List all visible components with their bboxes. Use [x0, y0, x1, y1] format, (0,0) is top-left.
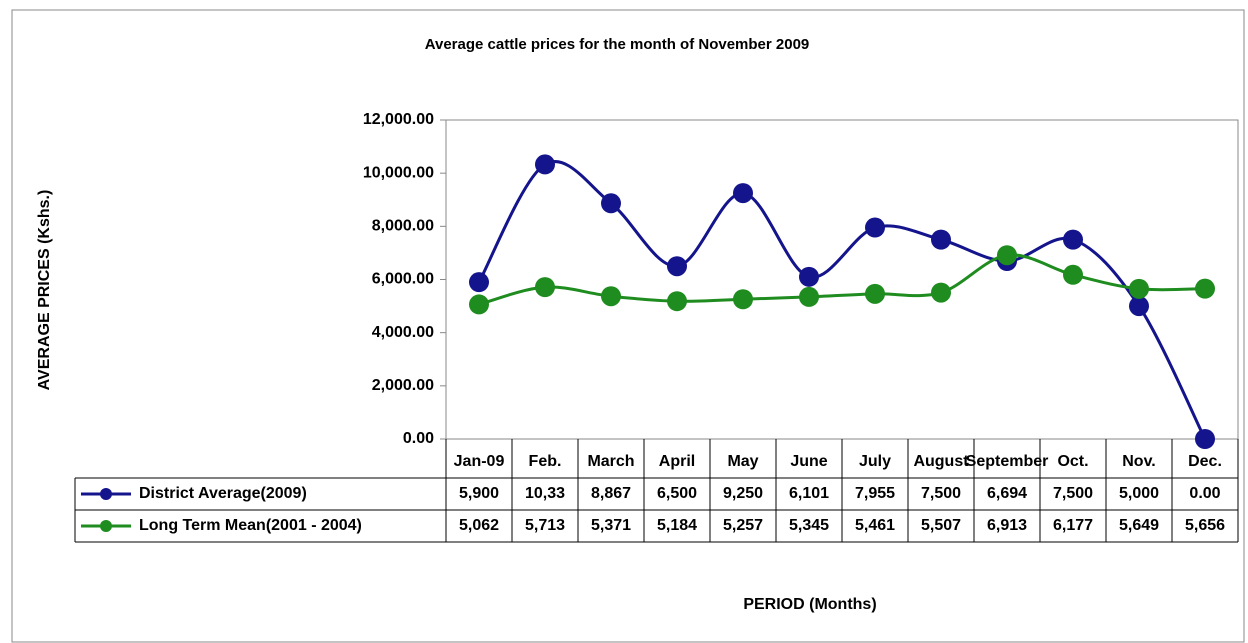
x-tick-label: Oct.	[1057, 453, 1088, 470]
marker	[733, 289, 753, 310]
legend-label: District Average(2009)	[139, 485, 307, 502]
table-value: 5,900	[459, 485, 499, 502]
legend-label: Long Term Mean(2001 - 2004)	[139, 517, 362, 534]
table-value: 5,649	[1119, 517, 1159, 534]
marker	[733, 183, 753, 204]
x-tick-label: July	[859, 453, 891, 470]
x-tick-label: Dec.	[1188, 453, 1222, 470]
marker	[667, 291, 687, 312]
marker	[931, 282, 951, 303]
x-tick-label: Jan-09	[454, 453, 505, 470]
marker	[469, 294, 489, 315]
y-tick-label: 10,000.00	[363, 164, 434, 181]
marker	[931, 229, 951, 250]
table-value: 5,507	[921, 517, 961, 534]
y-tick-label: 0.00	[403, 430, 434, 447]
y-axis-title: AVERAGE PRICES (Kshs.)	[36, 190, 53, 391]
table-value: 5,371	[591, 517, 631, 534]
table-value: 7,955	[855, 485, 895, 502]
marker	[997, 245, 1017, 266]
marker	[1195, 278, 1215, 299]
marker	[1063, 264, 1083, 285]
series-line	[477, 160, 1207, 440]
x-tick-label: April	[659, 453, 695, 470]
table-value: 5,656	[1185, 517, 1225, 534]
marker	[1195, 429, 1215, 449]
marker	[1129, 296, 1149, 317]
x-tick-label: Feb.	[529, 453, 562, 470]
table-value: 0.00	[1189, 485, 1220, 502]
x-axis-title: PERIOD (Months)	[743, 596, 876, 613]
marker	[469, 272, 489, 293]
table-value: 5,000	[1119, 485, 1159, 502]
y-tick-label: 4,000.00	[372, 324, 434, 341]
chart-title: Average cattle prices for the month of N…	[425, 36, 810, 53]
table-value: 5,713	[525, 517, 565, 534]
table-value: 5,461	[855, 517, 895, 534]
legend-marker	[100, 488, 112, 500]
y-tick-label: 8,000.00	[372, 218, 434, 235]
table-value: 7,500	[921, 485, 961, 502]
x-tick-label: Nov.	[1122, 453, 1155, 470]
table-value: 6,101	[789, 485, 829, 502]
table-value: 10,33	[525, 485, 565, 502]
marker	[1129, 278, 1149, 299]
x-tick-label: June	[790, 453, 827, 470]
table-value: 5,062	[459, 517, 499, 534]
chart-area	[11, 9, 1245, 643]
y-tick-label: 2,000.00	[372, 377, 434, 394]
table-value: 6,694	[987, 485, 1027, 502]
table-value: 6,500	[657, 485, 697, 502]
table-value: 6,913	[987, 517, 1027, 534]
x-tick-label: September	[966, 453, 1049, 470]
marker	[865, 217, 885, 238]
x-tick-label: May	[727, 453, 758, 470]
table-value: 9,250	[723, 485, 763, 502]
table-value: 6,177	[1053, 517, 1093, 534]
x-tick-label: August	[913, 453, 969, 470]
legend-marker	[100, 520, 112, 532]
y-tick-label: 6,000.00	[372, 271, 434, 288]
marker	[535, 277, 555, 298]
table-value: 8,867	[591, 485, 631, 502]
marker	[1063, 229, 1083, 250]
marker	[601, 286, 621, 307]
marker	[799, 266, 819, 287]
y-tick-label: 12,000.00	[363, 111, 434, 128]
x-tick-label: March	[587, 453, 634, 470]
marker	[535, 154, 555, 175]
marker	[799, 286, 819, 307]
table-value: 7,500	[1053, 485, 1093, 502]
table-value: 5,257	[723, 517, 763, 534]
marker	[865, 283, 885, 304]
marker	[667, 256, 687, 277]
table-value: 5,345	[789, 517, 829, 534]
table-value: 5,184	[657, 517, 697, 534]
marker	[601, 193, 621, 214]
